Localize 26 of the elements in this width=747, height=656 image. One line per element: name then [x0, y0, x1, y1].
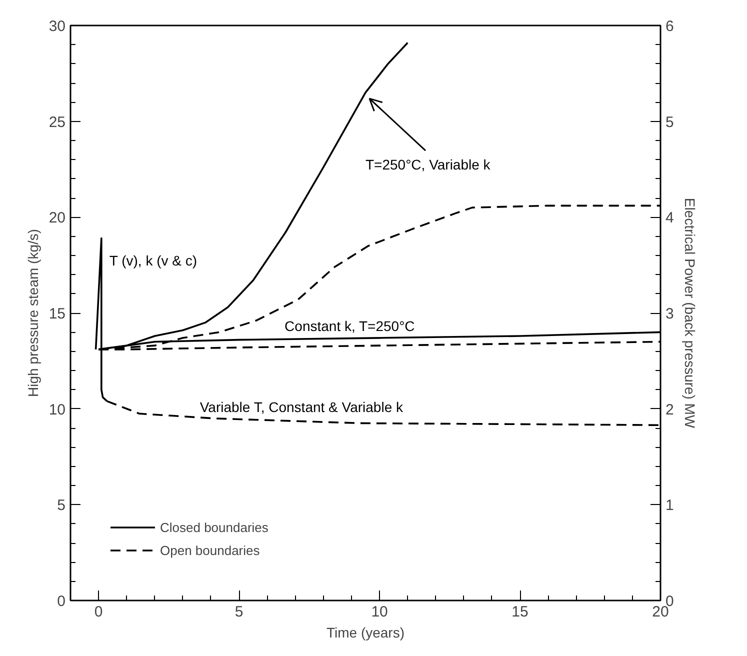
y-axis-title: High pressure steam (kg/s) — [24, 228, 41, 398]
y-tick-label: 20 — [48, 210, 66, 227]
y-tick-label: 30 — [48, 18, 66, 35]
x-axis-title: Time (years) — [326, 624, 405, 640]
y2-tick-label: 2 — [666, 401, 674, 418]
legend-label: Closed boundaries — [160, 520, 268, 534]
y-tick-label: 10 — [48, 401, 66, 418]
y2-tick-label: 4 — [666, 210, 674, 227]
annotation: Variable T, Constant & Variable k — [200, 399, 404, 416]
x-tick-label: 5 — [234, 604, 244, 620]
y2-tick-label: 6 — [666, 18, 674, 35]
y2-tick-label: 1 — [666, 497, 674, 514]
x-tick-label: 0 — [94, 604, 103, 620]
annotation: Constant k, T=250°C — [284, 318, 415, 334]
y-tick-label: 25 — [48, 114, 66, 131]
y-tick-label: 5 — [57, 497, 66, 514]
y2-tick-label: 5 — [666, 114, 674, 131]
y-tick-label: 15 — [48, 306, 66, 322]
legend-label: Open boundaries — [160, 542, 260, 558]
annotation: T (v), k (v & c) — [109, 252, 198, 268]
y-tick-label: 0 — [57, 593, 66, 610]
y2-tick-label: 3 — [666, 306, 674, 322]
x-tick-label: 15 — [512, 604, 528, 620]
x-tick-label: 10 — [371, 604, 388, 620]
y2-axis-title: Electrical Power (back pressure) MW — [682, 198, 698, 429]
annotation: T=250°C, Variable k — [366, 156, 492, 173]
